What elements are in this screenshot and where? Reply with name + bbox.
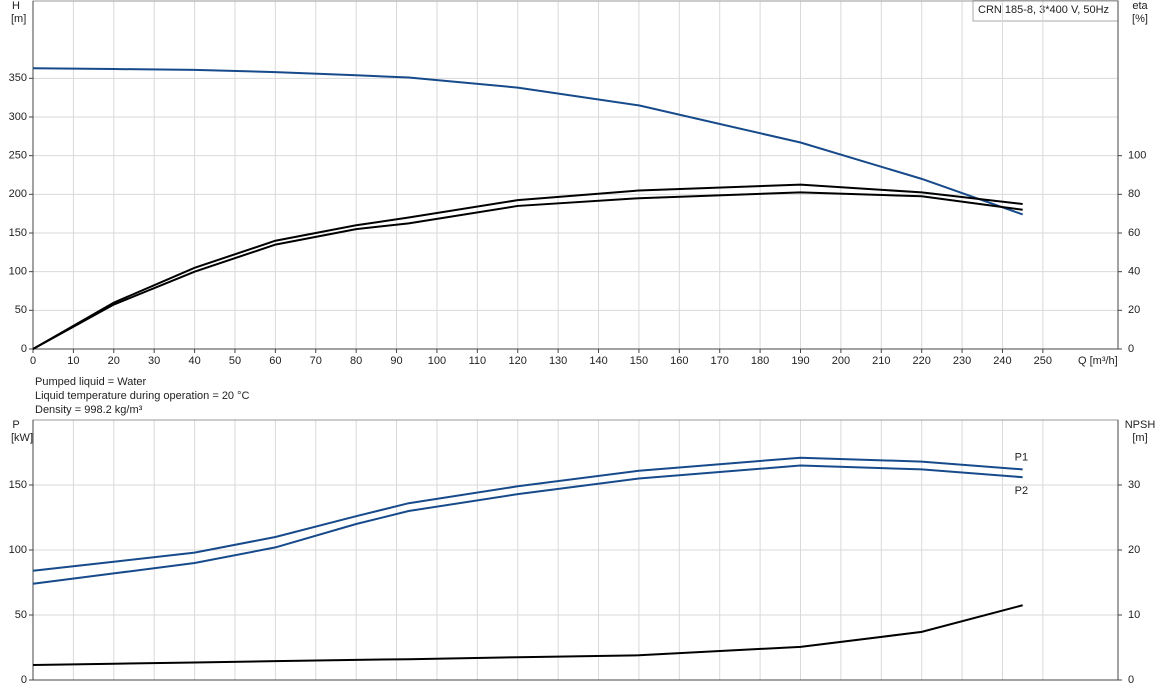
x-tick-label: 190 [791,355,809,367]
x-tick-label: 240 [993,355,1011,367]
x-tick-label: 230 [953,355,971,367]
y-tick-label: 0 [21,343,27,355]
x-tick-label: 160 [670,355,688,367]
x-tick-label: 40 [188,355,200,367]
x-tick-label: 210 [872,355,890,367]
annotation: Density = 998.2 kg/m³ [35,404,143,416]
y-tick-label: 250 [9,150,27,162]
series-label: P1 [1015,451,1028,463]
x-tick-label: 60 [269,355,281,367]
x-tick-label: 130 [549,355,567,367]
y-axis-label: [kW] [11,432,33,444]
y2-axis-label: NPSH [1125,419,1156,431]
series-label: P2 [1015,485,1028,497]
curve [32,456,1023,572]
y2-tick-label: 80 [1128,188,1140,200]
x-tick-label: 180 [751,355,769,367]
x-tick-label: 220 [913,355,931,367]
y2-tick-label: 40 [1128,266,1140,278]
y2-tick-label: 20 [1128,544,1140,556]
x-tick-label: 100 [428,355,446,367]
x-tick-label: 50 [229,355,241,367]
y2-axis-label: [%] [1132,13,1148,25]
chart-title: CRN 185-8, 3*400 V, 50Hz [978,4,1109,16]
y-tick-label: 50 [15,609,27,621]
x-tick-label: 170 [711,355,729,367]
x-tick-label: 90 [390,355,402,367]
y-tick-label: 200 [9,188,27,200]
y-tick-label: 100 [9,266,27,278]
y-axis-label: [m] [11,13,26,25]
curve [32,191,1023,350]
x-tick-label: 10 [67,355,79,367]
y-tick-label: 300 [9,111,27,123]
y2-axis-label: [m] [1132,432,1147,444]
x-tick-label: 150 [630,355,648,367]
x-tick-label: 120 [509,355,527,367]
x-tick-label: 110 [469,355,487,367]
y2-tick-label: 10 [1128,609,1140,621]
x-tick-label: 20 [108,355,120,367]
curve [32,604,1023,667]
x-tick-label: 200 [832,355,850,367]
x-tick-label: 70 [310,355,322,367]
x-tick-label: 0 [30,355,36,367]
y2-tick-label: 0 [1128,343,1134,355]
y2-axis-label: eta [1132,0,1148,12]
y-tick-label: 50 [15,304,27,316]
annotation: Liquid temperature during operation = 20… [35,390,250,402]
y-tick-label: 150 [9,227,27,239]
y-axis-label: P [12,419,19,431]
x-axis-label: Q [m³/h] [1078,355,1118,367]
x-tick-label: 30 [148,355,160,367]
y2-tick-label: 0 [1128,674,1134,686]
y2-tick-label: 60 [1128,227,1140,239]
y-tick-label: 350 [9,72,27,84]
plot-frame [32,0,1119,350]
x-tick-label: 140 [589,355,607,367]
annotation: Pumped liquid = Water [35,376,147,388]
y2-tick-label: 20 [1128,304,1140,316]
y2-tick-label: 100 [1128,150,1146,162]
curve [32,464,1023,585]
y-tick-label: 150 [9,479,27,491]
y-tick-label: 100 [9,544,27,556]
x-tick-label: 250 [1034,355,1052,367]
x-tick-label: 80 [350,355,362,367]
y2-tick-label: 30 [1128,479,1140,491]
y-tick-label: 0 [21,674,27,686]
curve [32,183,1023,350]
y-axis-label: H [12,0,20,12]
curve [32,67,1024,216]
